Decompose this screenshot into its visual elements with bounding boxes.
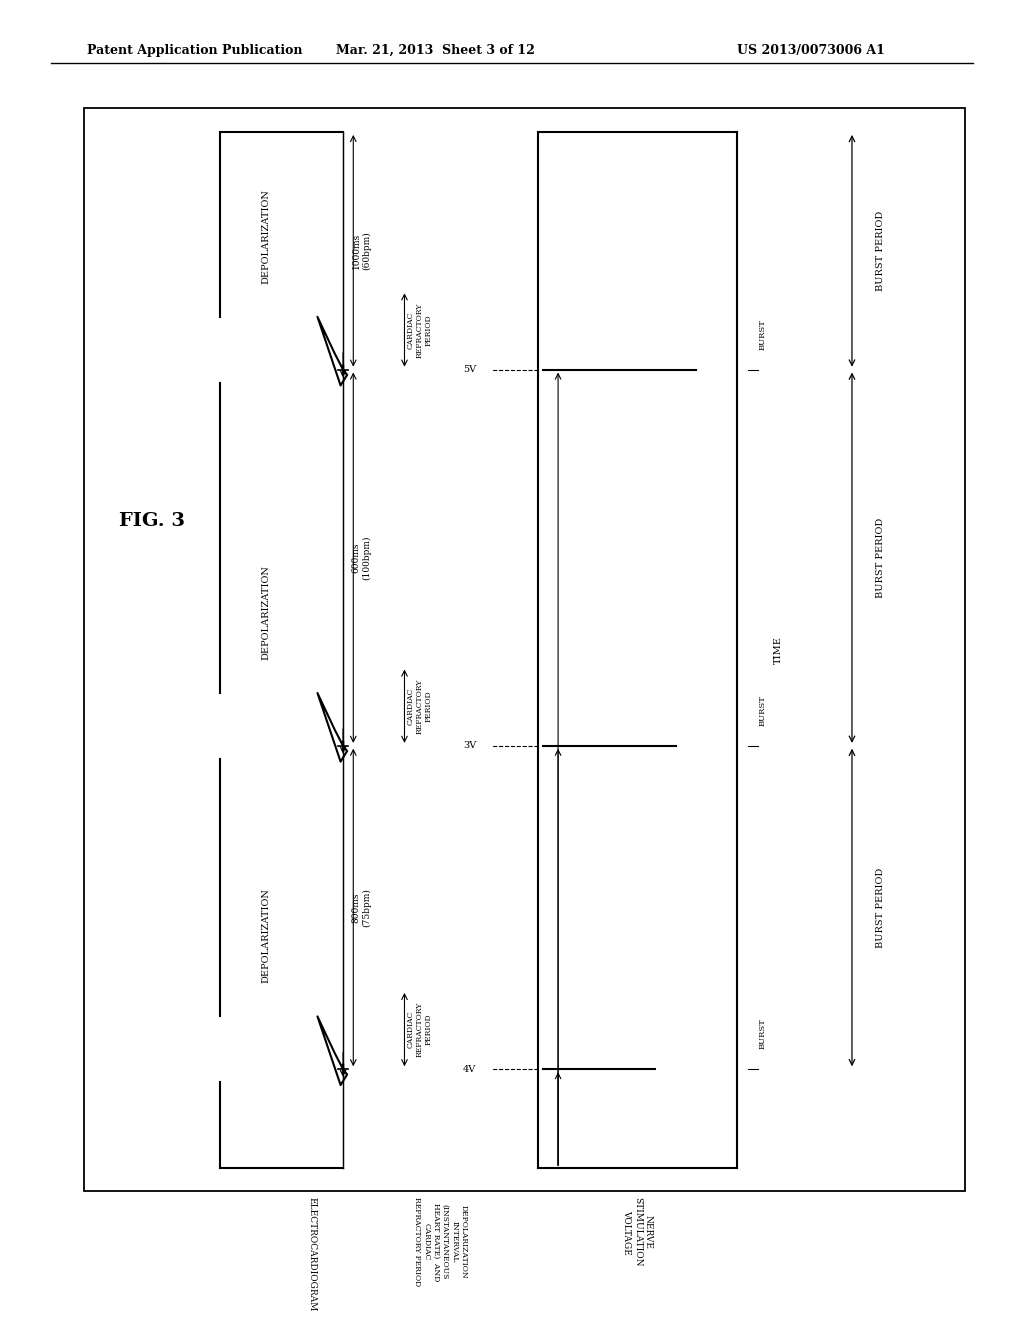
Text: BURST: BURST [759,319,767,350]
Text: DEPOLARIZATION: DEPOLARIZATION [262,189,270,284]
Text: CARDIAC
REFRACTORY
PERIOD: CARDIAC REFRACTORY PERIOD [407,678,433,734]
Text: ELECTROCARDIOGRAM: ELECTROCARDIOGRAM [308,1197,316,1312]
Text: BURST PERIOD: BURST PERIOD [877,211,885,290]
Text: 800ms
(75bpm): 800ms (75bpm) [351,888,372,927]
Text: 4V: 4V [463,1065,476,1073]
Text: FIG. 3: FIG. 3 [119,512,184,531]
Text: BURST: BURST [759,696,767,726]
Text: CARDIAC
REFRACTORY
PERIOD: CARDIAC REFRACTORY PERIOD [407,1002,433,1057]
Text: 1000ms
(60bpm): 1000ms (60bpm) [351,231,372,271]
Text: 5V: 5V [463,366,476,374]
Text: US 2013/0073006 A1: US 2013/0073006 A1 [737,44,885,57]
Text: DEPOLARIZATION: DEPOLARIZATION [262,565,270,660]
Text: NERVE
STIMULATION
VOLTAGE: NERVE STIMULATION VOLTAGE [623,1197,652,1267]
Text: BURST PERIOD: BURST PERIOD [877,867,885,948]
Text: Patent Application Publication: Patent Application Publication [87,44,302,57]
Bar [84,108,965,1191]
Text: 600ms
(100bpm): 600ms (100bpm) [351,536,372,579]
Text: CARDIAC
REFRACTORY
PERIOD: CARDIAC REFRACTORY PERIOD [407,302,433,358]
Text: TIME: TIME [774,636,782,664]
Text: BURST PERIOD: BURST PERIOD [877,517,885,598]
Text: 3V: 3V [463,742,476,750]
Text: DEPOLARIZATION
INTERVAL
(INSTANTANEOUS
HEART RATE)  AND
CARDIAC
REFRACTORY PERIO: DEPOLARIZATION INTERVAL (INSTANTANEOUS H… [414,1197,467,1287]
Text: Mar. 21, 2013  Sheet 3 of 12: Mar. 21, 2013 Sheet 3 of 12 [336,44,535,57]
Text: DEPOLARIZATION: DEPOLARIZATION [262,888,270,983]
Text: BURST: BURST [759,1019,767,1049]
